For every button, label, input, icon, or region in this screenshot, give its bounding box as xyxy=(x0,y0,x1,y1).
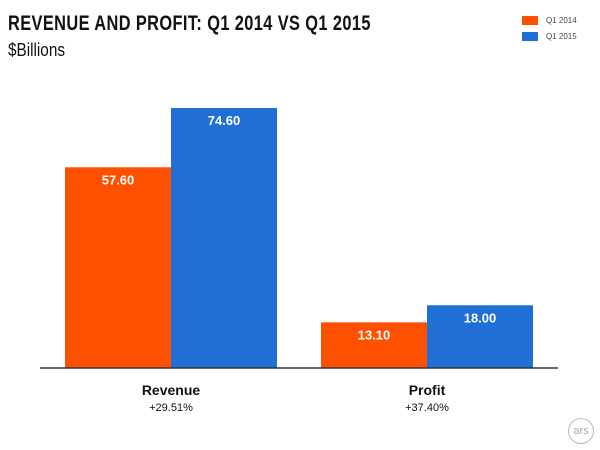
bar xyxy=(321,322,427,368)
ars-logo: ars xyxy=(568,418,594,444)
legend-label: Q1 2015 xyxy=(546,31,577,41)
category-label: Profit xyxy=(409,382,446,398)
legend-item: Q1 2015 xyxy=(522,28,577,44)
data-label: 57.60 xyxy=(102,172,135,187)
legend-label: Q1 2014 xyxy=(546,15,577,25)
data-label: 74.60 xyxy=(208,113,241,128)
category-change: +29.51% xyxy=(149,402,193,414)
legend-swatch xyxy=(522,15,538,25)
data-label: 13.10 xyxy=(358,327,391,342)
category-change: +37.40% xyxy=(405,402,449,414)
chart-title: REVENUE AND PROFIT: Q1 2014 VS Q1 2015 xyxy=(8,12,371,35)
legend: Q1 2014 Q1 2015 xyxy=(522,12,577,44)
legend-swatch xyxy=(522,31,538,41)
chart-subtitle: $Billions xyxy=(8,40,65,60)
legend-item: Q1 2014 xyxy=(522,12,577,28)
category-label: Revenue xyxy=(142,382,201,398)
bar xyxy=(171,108,277,369)
bar xyxy=(427,305,533,368)
bar xyxy=(65,167,171,368)
data-label: 18.00 xyxy=(464,310,497,325)
